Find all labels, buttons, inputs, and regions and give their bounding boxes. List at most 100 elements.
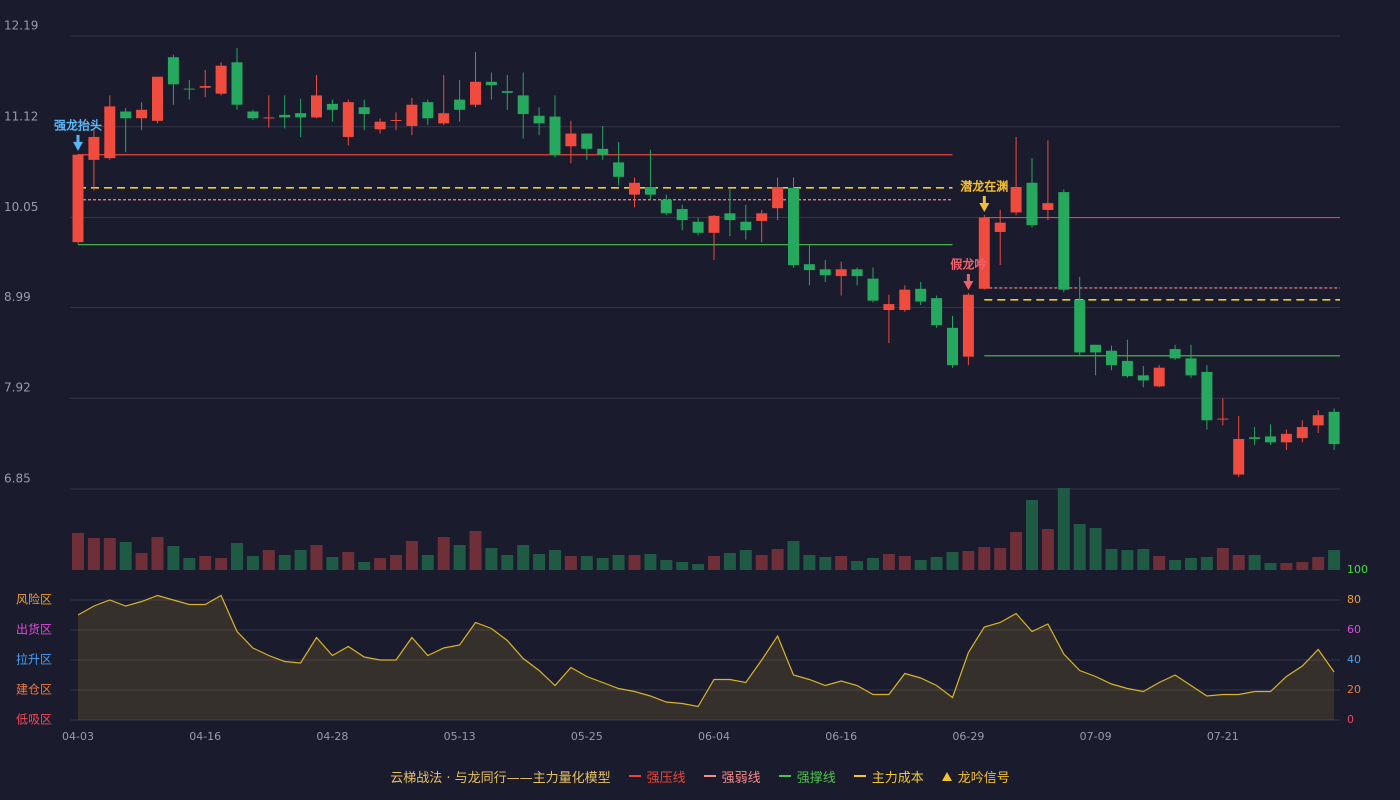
candle-body: [533, 115, 545, 124]
volume-bar: [867, 558, 879, 570]
candle-body: [756, 213, 768, 221]
candle-body: [931, 298, 943, 326]
candle-body: [1137, 375, 1149, 381]
legend-swatch: [703, 775, 716, 777]
signal-arrow: [963, 274, 974, 291]
volume-bar: [835, 556, 848, 570]
volume-bar: [405, 541, 418, 570]
x-tick-label: 05-25: [571, 730, 603, 743]
legend-item: 强弱线: [703, 767, 761, 786]
legend-label: 强压线: [646, 770, 686, 786]
volume-bar: [374, 558, 387, 570]
candle-body: [104, 106, 116, 159]
volume-bar: [1264, 563, 1277, 570]
candle-body: [692, 221, 704, 233]
volume-bar: [119, 542, 132, 570]
x-tick-label: 05-13: [444, 730, 476, 743]
candle-body: [978, 217, 990, 289]
candle-body: [803, 264, 815, 271]
candle-body: [915, 288, 927, 302]
volume-bar: [1026, 500, 1038, 570]
volume-bar: [596, 558, 609, 570]
volume-bar: [469, 531, 482, 570]
volume-bar: [278, 555, 291, 570]
candle-body: [263, 117, 275, 119]
volume-bar: [1296, 562, 1309, 570]
volume-bar: [1312, 557, 1325, 570]
candle-body: [819, 269, 831, 276]
volume-bar: [1105, 549, 1118, 570]
legend-swatch: [778, 775, 791, 777]
candle-body: [708, 215, 720, 233]
candle-body: [1074, 299, 1086, 353]
volume-bar: [612, 555, 625, 570]
candle-body: [247, 111, 259, 119]
volume-bar: [978, 547, 991, 570]
y-tick-label: 11.12: [4, 109, 38, 123]
volume-bar: [437, 537, 450, 570]
legend-label: 强撑线: [796, 770, 836, 786]
zone-label: 低吸区: [16, 713, 52, 727]
candle-body: [1296, 427, 1308, 439]
candle-body: [167, 57, 179, 85]
candle-body: [279, 114, 291, 118]
candle-body: [215, 65, 227, 94]
zone-label: 出货区: [16, 622, 52, 637]
volume-bar: [628, 555, 641, 570]
candle-body: [644, 187, 656, 195]
candle-body: [88, 136, 100, 160]
y-tick-label: 7.92: [4, 381, 31, 395]
volume-bar: [231, 543, 243, 570]
x-tick-label: 06-29: [952, 730, 984, 743]
y-tick-label: 6.85: [4, 472, 31, 486]
candle-body: [374, 121, 386, 130]
candle-body: [597, 148, 609, 155]
candle-body: [1312, 415, 1324, 426]
candle-body: [72, 154, 84, 243]
volume-bar: [135, 553, 148, 570]
volume-bar: [755, 555, 768, 570]
x-tick-label: 04-16: [189, 730, 221, 743]
volume-bar: [1153, 556, 1166, 570]
candle-body: [470, 81, 481, 105]
volume-bar: [1280, 563, 1293, 570]
volume-bar: [517, 545, 530, 570]
candle-body: [231, 62, 243, 105]
legend-label: 龙吟信号: [957, 770, 1010, 786]
volume-bar: [103, 538, 116, 570]
y-tick-label: 40: [1347, 653, 1361, 666]
x-tick-label: 04-28: [316, 730, 348, 743]
legend-swatch: [853, 775, 866, 777]
candle-body: [295, 113, 307, 118]
volume-bar: [342, 552, 355, 570]
volume-bar: [1232, 555, 1245, 570]
zone-label: 风险区: [16, 592, 52, 607]
volume-bar: [390, 555, 402, 570]
candle-body: [438, 113, 450, 124]
zone-label: 拉升区: [16, 652, 52, 667]
x-tick-label: 07-09: [1080, 730, 1112, 743]
volume-bar: [1089, 528, 1102, 570]
candle-body: [517, 95, 529, 115]
candle-body: [1265, 436, 1276, 443]
signal-label: 假龙吟: [950, 257, 986, 272]
candle-body: [629, 182, 640, 195]
candle-body: [962, 294, 974, 357]
legend: 云梯战法 · 与龙同行——主力量化模型 强压线 强弱线 强撑线 主力成本 龙吟信号: [0, 764, 1400, 788]
candle-body: [1153, 367, 1165, 387]
x-tick-label: 06-16: [825, 730, 857, 743]
volume-bar: [72, 533, 84, 570]
candle-body: [390, 119, 402, 121]
y-tick-label: 8.99: [4, 290, 31, 304]
volume-bar: [692, 564, 705, 570]
legend-item: 龙吟信号: [941, 767, 1010, 786]
volume-bar: [787, 541, 800, 570]
volume-bar: [644, 554, 657, 570]
volume-bar: [151, 537, 164, 570]
candle-body: [358, 107, 370, 115]
candle-body: [1042, 203, 1054, 210]
volume-bar: [533, 554, 546, 570]
volume-bar: [994, 548, 1007, 570]
volume-bar: [914, 560, 927, 570]
